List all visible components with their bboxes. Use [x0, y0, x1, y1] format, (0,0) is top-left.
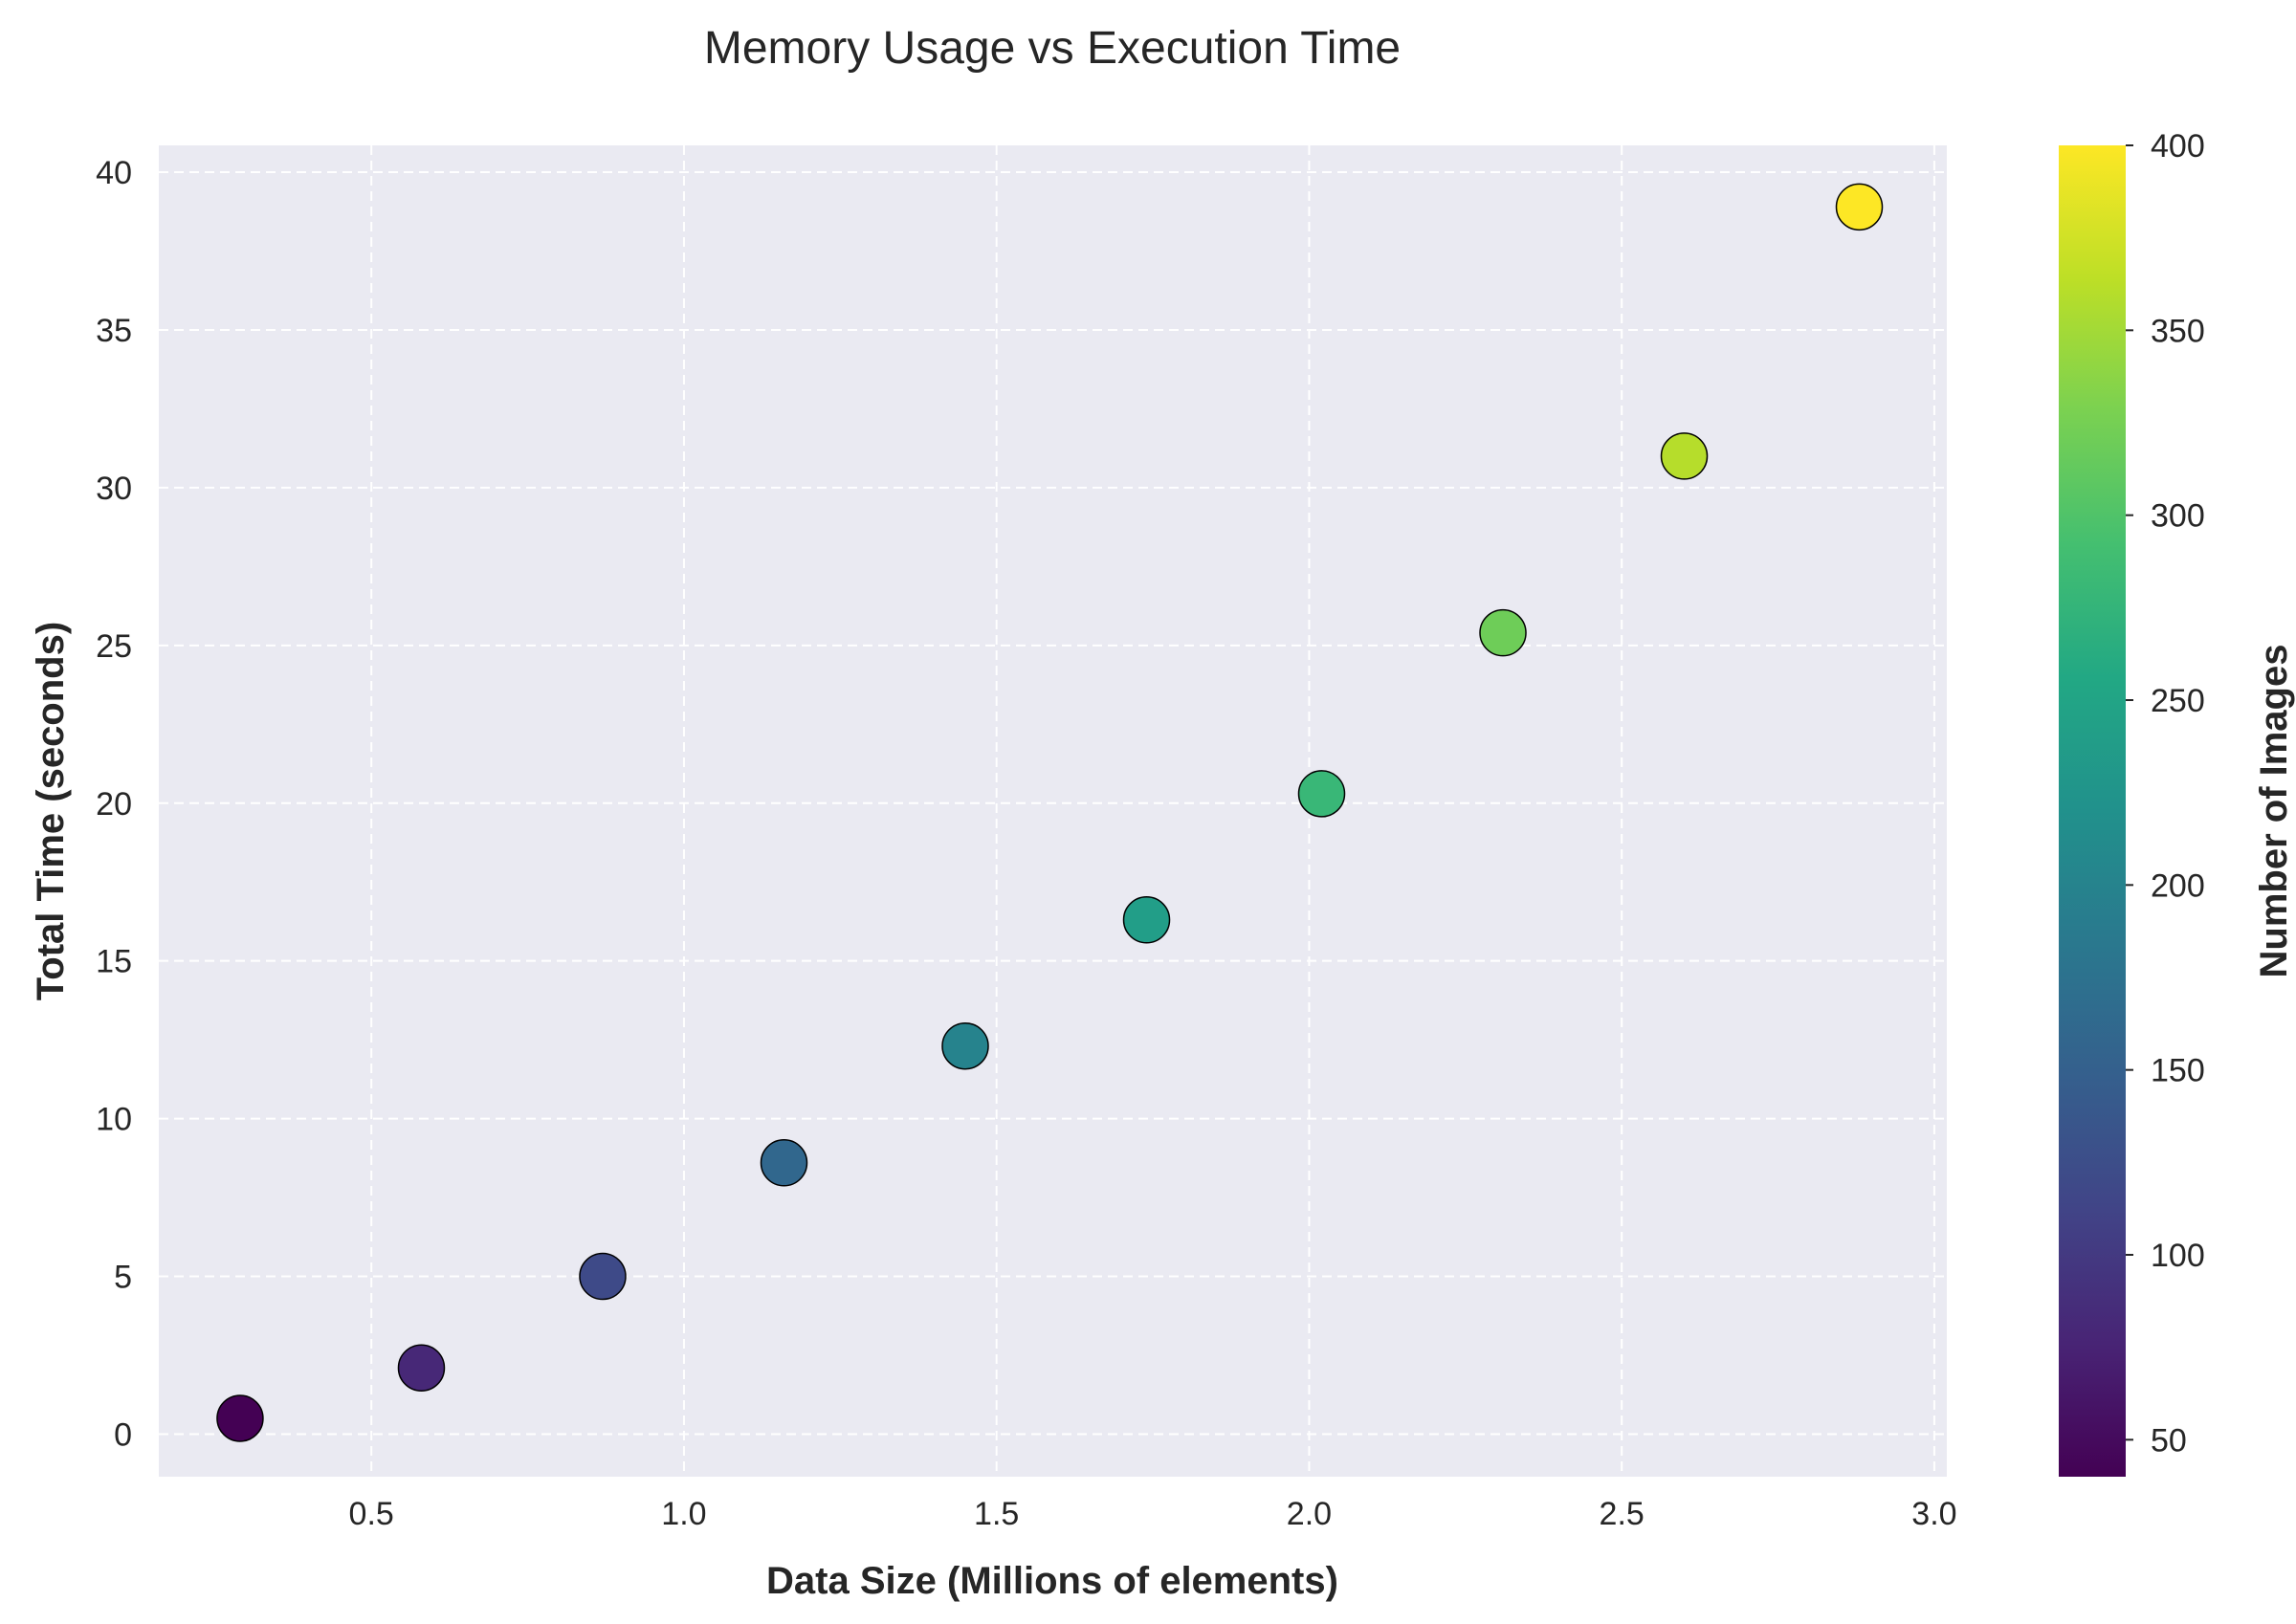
data-point	[1660, 432, 1709, 480]
chart-title: Memory Usage vs Execution Time	[704, 23, 1401, 74]
colorbar-tick-label: 200	[2151, 867, 2205, 904]
data-point	[1835, 183, 1884, 231]
plot-area	[159, 145, 1947, 1477]
colorbar-tick-label: 400	[2151, 128, 2205, 165]
y-tick-label: 0	[114, 1416, 132, 1453]
y-tick-label: 20	[96, 786, 132, 823]
colorbar-tick-label: 150	[2151, 1053, 2205, 1089]
data-point	[1297, 770, 1346, 818]
x-tick-label: 3.0	[1911, 1496, 1956, 1532]
colorbar-tick-label: 350	[2151, 313, 2205, 349]
data-point	[216, 1394, 264, 1442]
data-point	[941, 1021, 989, 1070]
colorbar-ticks: 50 100 150 200 250 300 350 400	[2126, 128, 2205, 1459]
x-tick-label: 1.5	[974, 1496, 1019, 1532]
y-axis-ticks: 0 5 10 15 20 25 30 35 40	[96, 155, 132, 1453]
data-point	[579, 1252, 627, 1301]
x-axis-ticks: 0.5 1.0 1.5 2.0 2.5 3.0	[349, 1496, 1957, 1532]
x-tick-label: 1.0	[661, 1496, 706, 1532]
data-points	[216, 183, 1884, 1442]
x-tick-label: 2.0	[1287, 1496, 1332, 1532]
colorbar-tick-label: 300	[2151, 498, 2205, 535]
colorbar-tick-label: 50	[2151, 1422, 2187, 1459]
data-point	[1122, 896, 1171, 944]
y-axis-label: Total Time (seconds)	[30, 622, 72, 1000]
x-axis-label: Data Size (Millions of elements)	[766, 1560, 1338, 1602]
colorbar-label: Number of Images	[2253, 645, 2295, 978]
data-point	[1479, 608, 1527, 657]
y-tick-label: 15	[96, 944, 132, 980]
x-tick-label: 2.5	[1600, 1496, 1645, 1532]
data-point	[760, 1139, 808, 1187]
y-tick-label: 35	[96, 313, 132, 349]
colorbar-tick-label: 100	[2151, 1238, 2205, 1274]
y-tick-label: 40	[96, 155, 132, 191]
data-point	[397, 1344, 446, 1392]
x-tick-label: 0.5	[349, 1496, 394, 1532]
y-tick-label: 30	[96, 471, 132, 507]
colorbar-tick-label: 250	[2151, 683, 2205, 719]
colorbar	[2059, 145, 2126, 1477]
y-tick-label: 5	[114, 1260, 132, 1296]
y-tick-label: 25	[96, 628, 132, 665]
grid	[159, 145, 1947, 1477]
y-tick-label: 10	[96, 1102, 132, 1138]
